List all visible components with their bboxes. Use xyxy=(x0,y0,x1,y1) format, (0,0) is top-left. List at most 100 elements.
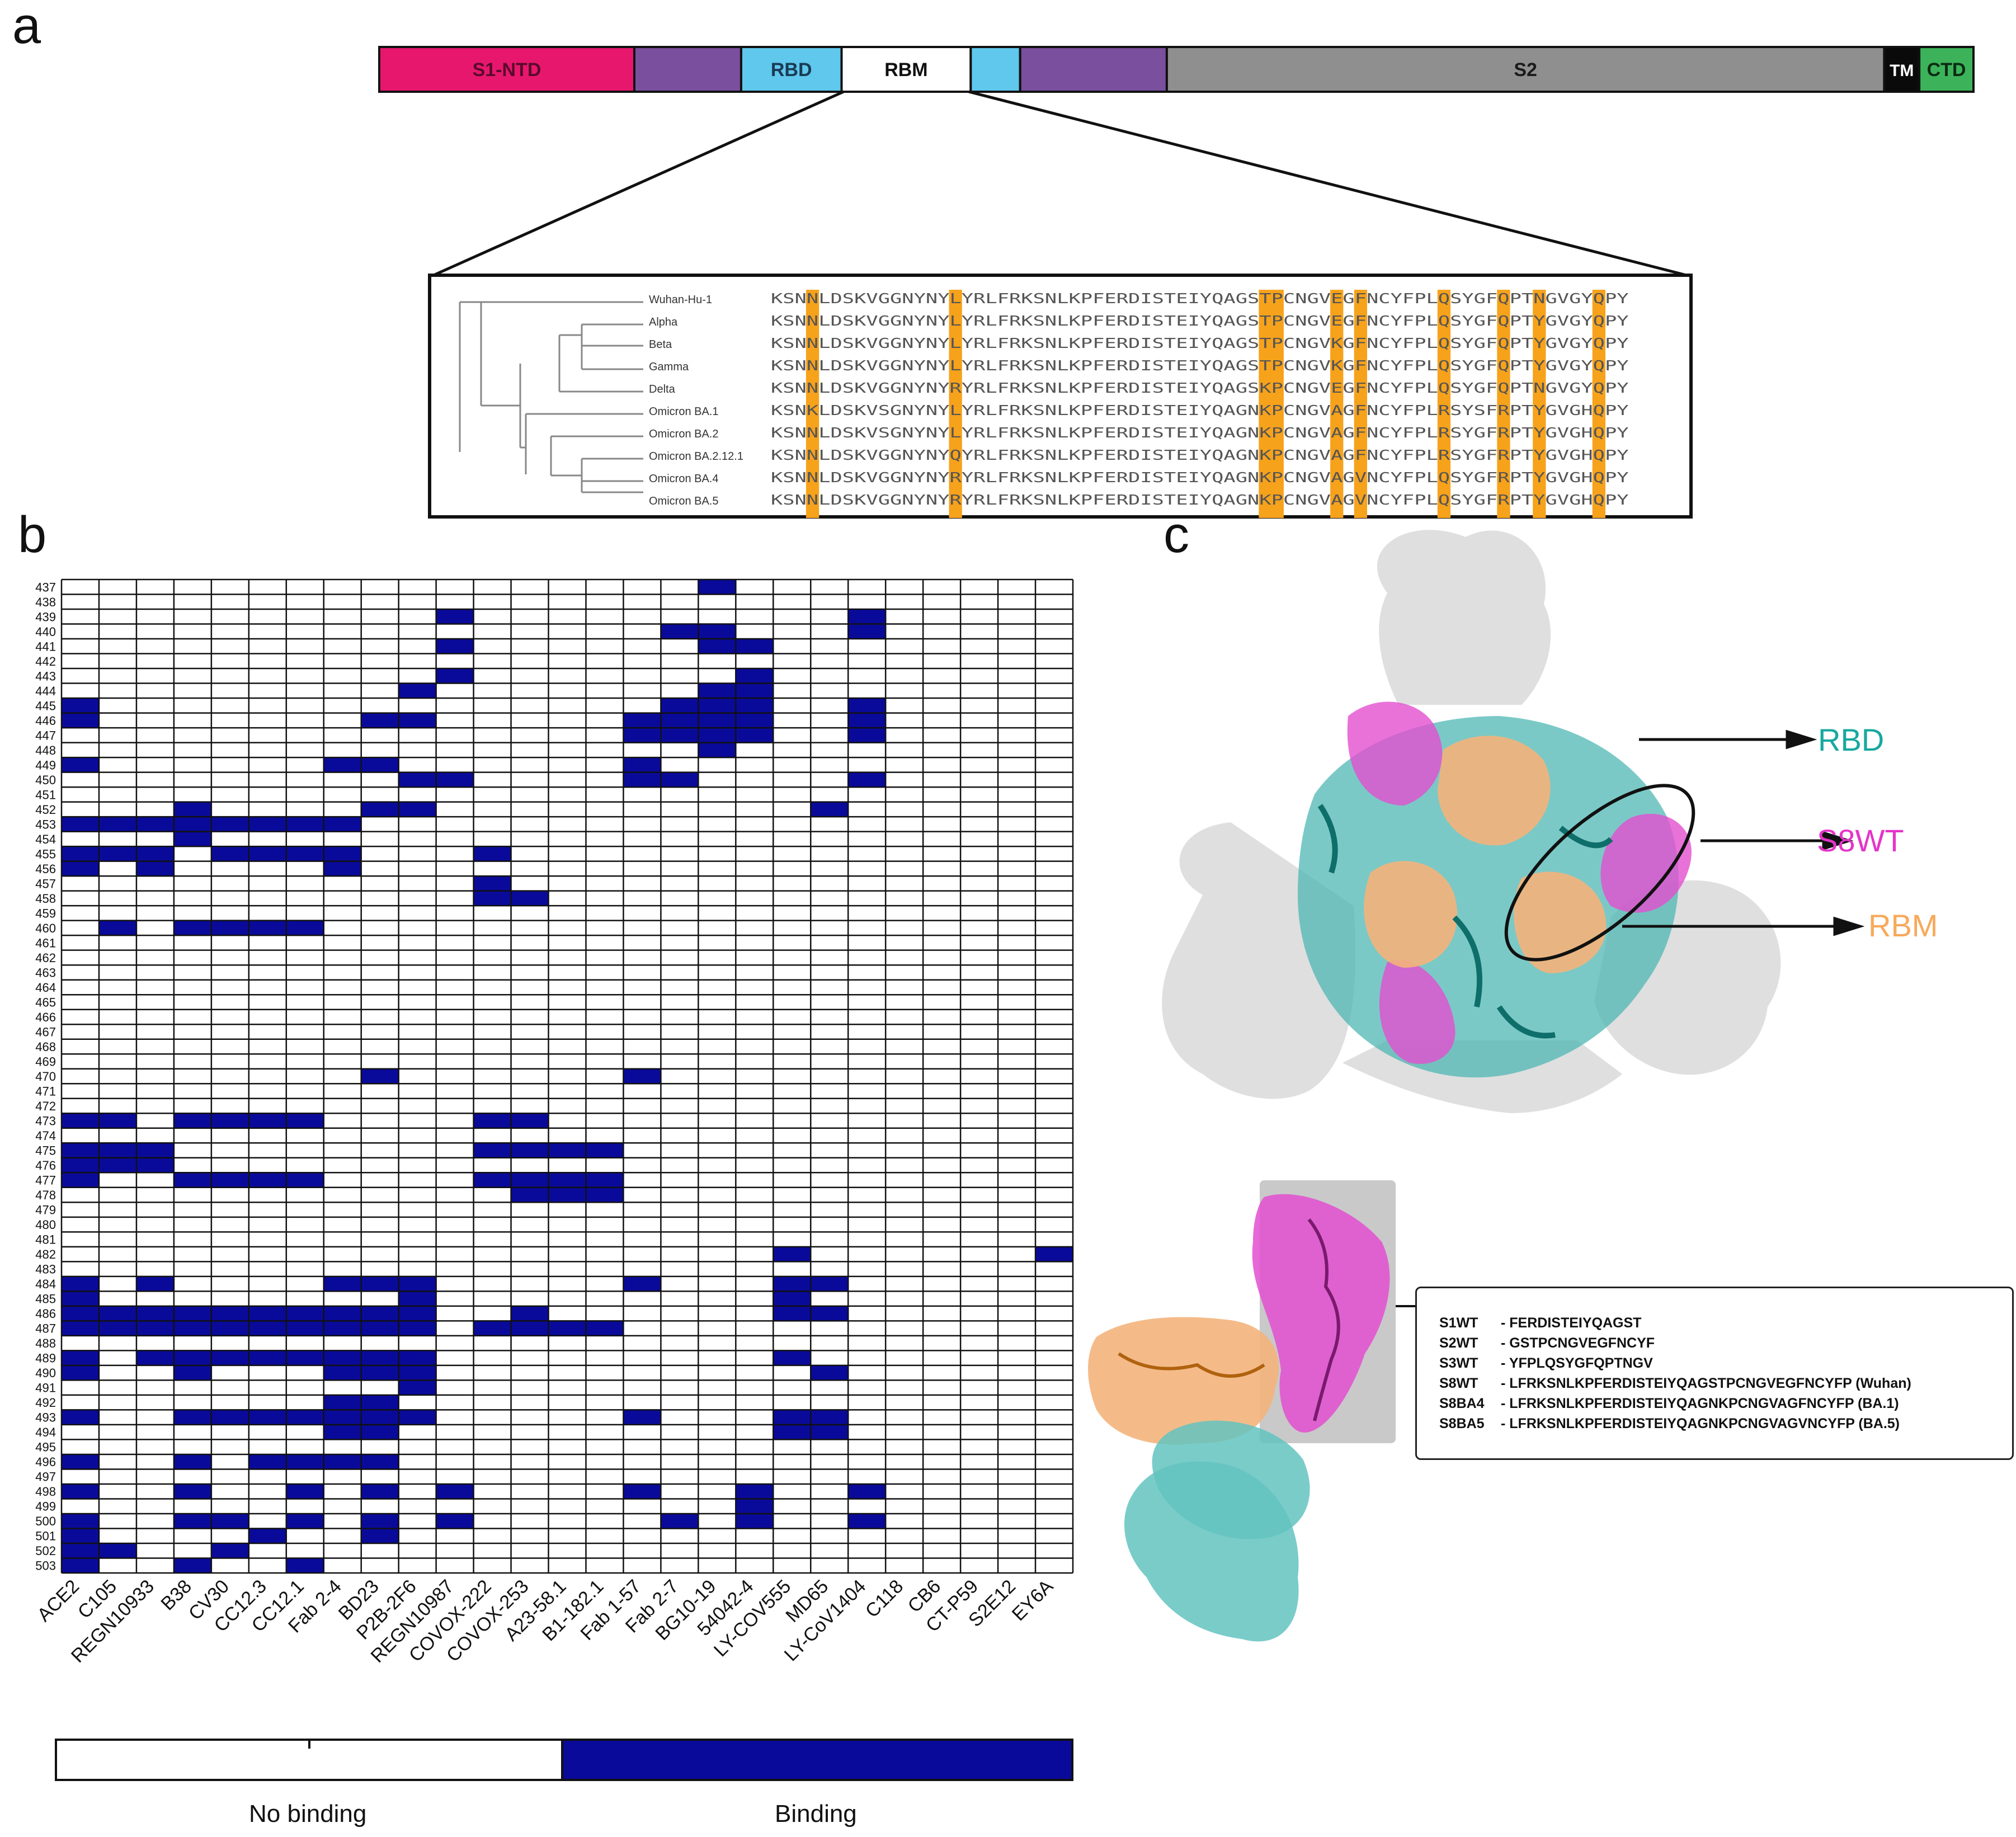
variant-name: Wuhan-Hu-1 xyxy=(649,294,712,306)
binding-cell-cv30-487 xyxy=(211,1321,249,1336)
binding-cell-ly-cov1404-439 xyxy=(848,609,886,624)
binding-cell-fab-2-4-487 xyxy=(323,1321,361,1336)
binding-cell-cc12-3-473 xyxy=(248,1113,286,1128)
binding-cell-cc12-1-493 xyxy=(286,1410,324,1425)
binding-cell-c105-473 xyxy=(98,1113,136,1128)
binding-cell-regn10933-453 xyxy=(136,817,174,832)
binding-cell-p2b-2f6-487 xyxy=(398,1321,436,1336)
rbd-label: RBD xyxy=(1818,722,1885,757)
residue-label-443: 443 xyxy=(35,669,56,683)
binding-cell-regn10987-441 xyxy=(436,639,474,654)
binding-cell-fab-2-4-496 xyxy=(323,1454,361,1469)
residue-label-459: 459 xyxy=(35,906,56,920)
residue-label-448: 448 xyxy=(35,743,56,757)
binding-cell-c105-486 xyxy=(98,1306,136,1321)
domain-segment-s2 xyxy=(1165,46,1886,93)
binding-cell-b38-493 xyxy=(173,1410,211,1425)
binding-cell-cc12-1-496 xyxy=(286,1454,324,1469)
binding-cell-bg10-19-437 xyxy=(698,580,736,595)
binding-cell-cv30-502 xyxy=(211,1543,249,1558)
binding-legend xyxy=(55,1739,1073,1781)
binding-cell-bd23-486 xyxy=(361,1306,399,1321)
residue-label-498: 498 xyxy=(35,1485,56,1499)
residue-label-444: 444 xyxy=(35,684,56,698)
binding-cell-54042-4-498 xyxy=(736,1483,774,1499)
binding-cell-cv30-477 xyxy=(211,1172,249,1188)
panel-label-b: b xyxy=(18,506,47,563)
binding-cell-ace2-455 xyxy=(62,846,99,861)
binding-cell-fab-2-7-440 xyxy=(661,624,699,639)
binding-cell-cc12-1-473 xyxy=(286,1113,324,1128)
residue-label-483: 483 xyxy=(35,1263,56,1277)
binding-cell-ace2-473 xyxy=(62,1113,99,1128)
peptide-s8ba4: S8BA4 - LFRKSNLKPFERDISTEIYQAGNKPCNGVAGFN… xyxy=(1439,1396,2012,1416)
domain-segment-rbd xyxy=(739,46,843,93)
peptide-id: S1WT xyxy=(1439,1315,1478,1331)
legend-no-binding-label: No binding xyxy=(249,1800,367,1827)
binding-cell-b38-496 xyxy=(173,1454,211,1469)
variant-sequence: KSNNLDSKVGGNYNYQYRLFRKSNLKPFERDISTEIYQAG… xyxy=(771,447,1629,463)
binding-cell-cc12-3-460 xyxy=(248,920,286,936)
residue-label-490: 490 xyxy=(35,1366,56,1380)
binding-cell-ly-cov555-494 xyxy=(773,1424,811,1440)
binding-cell-b38-498 xyxy=(173,1483,211,1499)
binding-cell-ace2-490 xyxy=(62,1365,99,1381)
residue-label-466: 466 xyxy=(35,1010,56,1024)
binding-cell-covox-222-457 xyxy=(473,876,511,891)
binding-cell-b1-182-1-475 xyxy=(586,1143,624,1158)
binding-cell-regn10933-487 xyxy=(136,1321,174,1336)
peptide-seq: - LFRKSNLKPFERDISTEIYQAGSTPCNGVEGFNCYFP … xyxy=(1501,1376,1911,1391)
binding-cell-54042-4-446 xyxy=(736,713,774,728)
binding-cell-c105-487 xyxy=(98,1321,136,1336)
legend-binding-label: Binding xyxy=(775,1800,857,1827)
binding-cell-cc12-3-486 xyxy=(248,1306,286,1321)
binding-cell-cv30-493 xyxy=(211,1410,249,1425)
binding-cell-fab-2-4-484 xyxy=(323,1276,361,1292)
residue-label-469: 469 xyxy=(35,1054,56,1068)
binding-cell-covox-253-475 xyxy=(511,1143,549,1158)
variant-name: Omicron BA.5 xyxy=(649,495,718,507)
binding-cell-regn10933-476 xyxy=(136,1157,174,1173)
binding-cell-cc12-3-487 xyxy=(248,1321,286,1336)
binding-cell-a23-58-1-478 xyxy=(548,1187,586,1203)
binding-cell-ace2-484 xyxy=(62,1276,99,1292)
zoom-lines xyxy=(432,90,1687,277)
conserved-column-highlight xyxy=(1592,290,1605,518)
binding-cell-covox-253-487 xyxy=(511,1321,549,1336)
binding-cell-cc12-1-500 xyxy=(286,1513,324,1529)
binding-cell-bd23-484 xyxy=(361,1276,399,1292)
binding-cell-54042-4-447 xyxy=(736,728,774,743)
binding-cell-cc12-1-453 xyxy=(286,817,324,832)
binding-cell-ace2-485 xyxy=(62,1291,99,1306)
residue-label-458: 458 xyxy=(35,892,56,906)
binding-cell-ace2-456 xyxy=(62,861,99,877)
binding-cell-ace2-446 xyxy=(62,713,99,728)
variant-sequence: KSNNLDSKVSGNYNYLYRLFRKSNLKPFERDISTEIYQAG… xyxy=(771,425,1629,441)
binding-cell-bd23-496 xyxy=(361,1454,399,1469)
binding-cell-regn10933-456 xyxy=(136,861,174,877)
residue-label-447: 447 xyxy=(35,728,56,742)
residue-label-502: 502 xyxy=(35,1544,56,1558)
binding-cell-ly-cov1404-450 xyxy=(848,772,886,788)
binding-cell-covox-222-458 xyxy=(473,891,511,906)
residue-label-461: 461 xyxy=(35,936,56,950)
binding-cell-bd23-449 xyxy=(361,757,399,773)
domain-label-s1-ntd: S1-NTD xyxy=(473,59,541,81)
binding-cell-cv30-455 xyxy=(211,846,249,861)
residue-label-475: 475 xyxy=(35,1144,56,1158)
domain-segment-rbm xyxy=(840,46,972,93)
residue-labels: 4374384394404414424434444454464474484494… xyxy=(35,580,56,1572)
conserved-column-highlight xyxy=(1259,290,1272,518)
binding-cell-md65-490 xyxy=(811,1365,849,1381)
binding-cell-cv30-486 xyxy=(211,1306,249,1321)
peptide-seq: - LFRKSNLKPFERDISTEIYQAGNKPCNGVAGFNCYFP … xyxy=(1501,1396,1899,1411)
domain-segment-unlabeled-5 xyxy=(1019,46,1168,93)
binding-cell-54042-4-441 xyxy=(736,639,774,654)
residue-label-481: 481 xyxy=(35,1233,56,1247)
binding-cell-ly-cov1404-498 xyxy=(848,1483,886,1499)
binding-cell-cc12-1-498 xyxy=(286,1483,324,1499)
binding-cell-ly-cov1404-500 xyxy=(848,1513,886,1529)
binding-cell-ly-cov1404-440 xyxy=(848,624,886,639)
binding-cell-a23-58-1-487 xyxy=(548,1321,586,1336)
residue-label-451: 451 xyxy=(35,788,56,802)
